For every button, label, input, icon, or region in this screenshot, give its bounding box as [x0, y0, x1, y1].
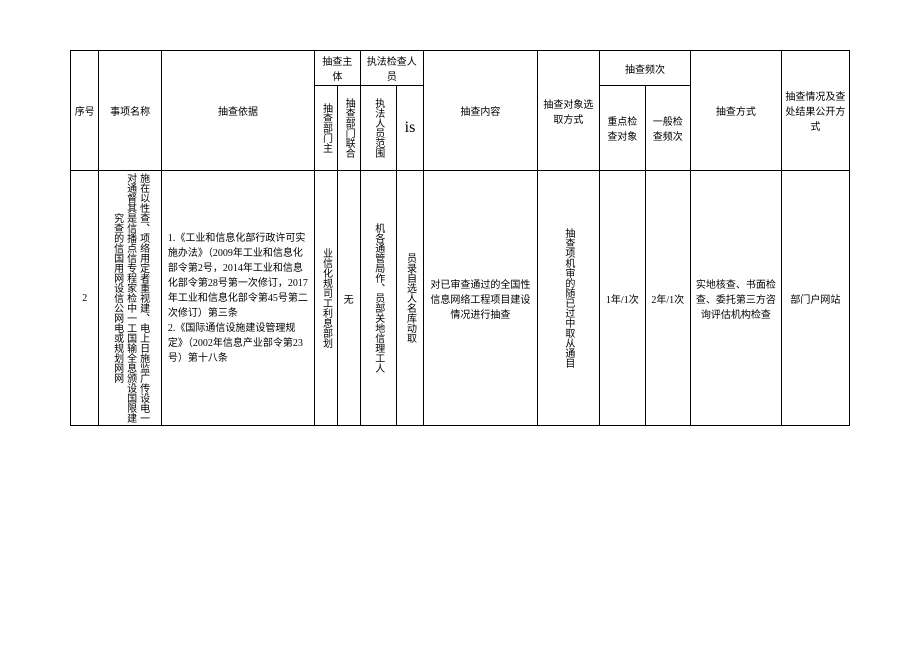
- hdr-enforce-group: 执法检查人员: [360, 51, 424, 86]
- hdr-select-method: 抽查对象选取方式: [537, 51, 599, 171]
- hdr-enforce-select: is: [396, 86, 423, 171]
- cell-item-name: 施在以性查、项络用定者重视建、电上日施监广传设电一对通督其是信播点信专程家检中一…: [99, 171, 161, 426]
- hdr-subject-group: 抽查主体: [315, 51, 360, 86]
- hdr-enforce-scope: 执法人员范围: [360, 86, 396, 171]
- cell-select-method: 抽查项机审的随已过中取从通目: [537, 171, 599, 426]
- hdr-subject-main: 抽查部门主: [315, 86, 338, 171]
- hdr-item-name: 事项名称: [99, 51, 161, 171]
- hdr-subject-joint: 抽查部门联合: [337, 86, 360, 171]
- cell-seq: 2: [71, 171, 99, 426]
- cell-public: 部门户网站: [781, 171, 849, 426]
- hdr-freq-key: 重点检查对象: [600, 86, 645, 171]
- data-row: 2 施在以性查、项络用定者重视建、电上日施监广传设电一对通督其是信播点信专程家检…: [71, 171, 850, 426]
- hdr-basis: 抽查依据: [161, 51, 314, 171]
- cell-subject-main: 业信化规司工利息部划: [315, 171, 338, 426]
- hdr-method: 抽查方式: [690, 51, 781, 171]
- cell-content: 对已审查通过的全国性信息网络工程项目建设情况进行抽查: [424, 171, 538, 426]
- hdr-seq: 序号: [71, 51, 99, 171]
- cell-freq-key: 1年/1次: [600, 171, 645, 426]
- hdr-content: 抽查内容: [424, 51, 538, 171]
- cell-freq-gen: 2年/1次: [645, 171, 690, 426]
- cell-enforce-scope: 机各通管局作、员部关地信理工人: [360, 171, 396, 426]
- inspection-table: 序号 事项名称 抽查依据 抽查主体 执法检查人员 抽查内容 抽查对象选取方式 抽…: [70, 50, 850, 426]
- hdr-freq-gen: 一般检查频次: [645, 86, 690, 171]
- hdr-freq-group: 抽查频次: [600, 51, 691, 86]
- cell-enforce-select: 员录自选人名库动取: [396, 171, 423, 426]
- cell-method: 实地核查、书面检查、委托第三方咨询评估机构检查: [690, 171, 781, 426]
- cell-subject-joint: 无: [337, 171, 360, 426]
- hdr-public: 抽查情况及查处结果公开方式: [781, 51, 849, 171]
- header-row-1: 序号 事项名称 抽查依据 抽查主体 执法检查人员 抽查内容 抽查对象选取方式 抽…: [71, 51, 850, 86]
- cell-basis: 1.《工业和信息化部行政许可实施办法》（2009年工业和信息化部令第2号，201…: [161, 171, 314, 426]
